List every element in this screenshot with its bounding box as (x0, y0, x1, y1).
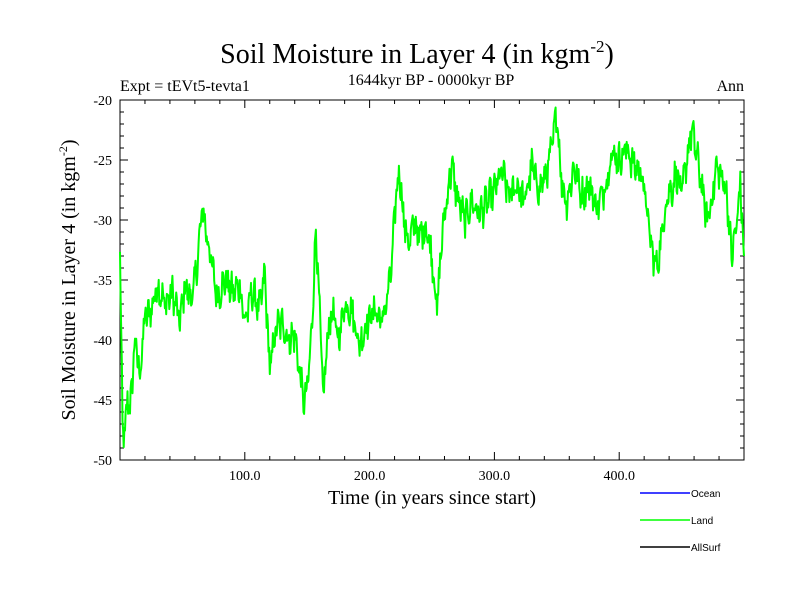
x-tick-label: 300.0 (479, 469, 511, 484)
y-tick-label: -35 (93, 274, 112, 289)
x-tick-label: 400.0 (603, 469, 635, 484)
y-tick-label: -30 (93, 214, 112, 229)
chart-subtitle: 1644kyr BP - 0000kyr BP (348, 72, 515, 89)
legend: Ocean Land AllSurf (640, 489, 721, 554)
y-tick-label: -45 (93, 394, 112, 409)
x-tick-label: 100.0 (229, 469, 261, 484)
y-tick-label: -25 (93, 154, 112, 169)
legend-label-land: Land (691, 516, 713, 527)
y-tick-label: -50 (93, 454, 112, 469)
y-axis-label-close: ) (58, 139, 80, 146)
expt-label: Expt = tEVt5-tevta1 (120, 78, 250, 95)
y-axis-label: Soil Moisture in Layer 4 (in kgm-2) (56, 139, 80, 420)
y-axis-label-main: Soil Moisture in Layer 4 (in kgm (58, 156, 80, 421)
x-tick-label: 200.0 (354, 469, 386, 484)
chart-title-main: Soil Moisture in Layer 4 (in kgm (220, 39, 590, 70)
chart-title: Soil Moisture in Layer 4 (in kgm-2) (220, 37, 614, 70)
y-axis: -50 -45 -40 -35 -30 -25 -20 (93, 94, 744, 469)
chart-title-sup: -2 (590, 37, 604, 56)
legend-label-allsurf: AllSurf (691, 543, 721, 554)
series-group (119, 106, 745, 449)
x-axis-label: Time (in years since start) (328, 487, 536, 509)
season-label: Ann (716, 78, 744, 95)
y-tick-label: -40 (93, 334, 112, 349)
y-tick-label: -20 (93, 94, 112, 109)
y-axis-label-sup: -2 (56, 146, 70, 156)
series-line-land (119, 106, 745, 449)
x-axis: 100.0 200.0 300.0 400.0 (144, 100, 720, 484)
legend-label-ocean: Ocean (691, 489, 720, 500)
chart-title-close: ) (605, 39, 614, 70)
